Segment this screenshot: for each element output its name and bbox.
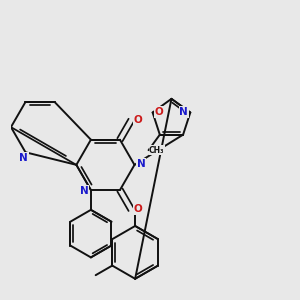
- Text: N: N: [80, 186, 89, 196]
- Text: O: O: [134, 204, 142, 214]
- Text: N: N: [137, 159, 146, 169]
- Text: O: O: [155, 107, 164, 117]
- Text: O: O: [134, 115, 142, 124]
- Text: CH₃: CH₃: [149, 146, 165, 155]
- Text: N: N: [20, 153, 28, 163]
- Text: N: N: [179, 107, 188, 117]
